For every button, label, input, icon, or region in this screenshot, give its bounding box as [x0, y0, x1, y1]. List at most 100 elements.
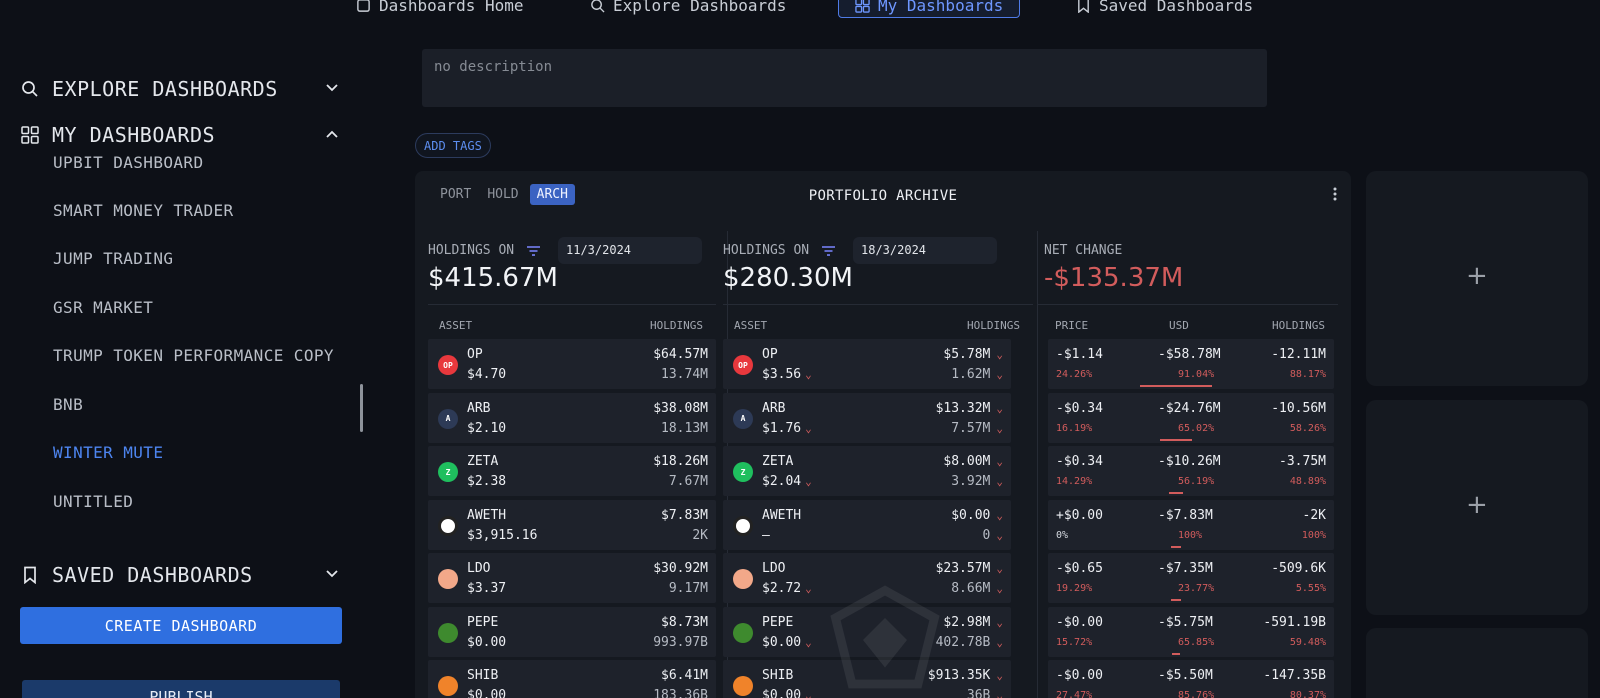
asset-symbol: OP [467, 347, 483, 362]
net-change-row[interactable]: -$0.34 14.29% -$10.26M 56.19% -3.75M 48.89% [1048, 446, 1334, 496]
net-change-row[interactable]: -$0.00 15.72% -$5.75M 65.85% -591.19B 59.48% [1048, 606, 1334, 657]
holdings-total-2: $280.30M [723, 263, 853, 293]
tab-explore-dashboards[interactable]: Explore Dashboards [590, 0, 786, 18]
net-usd-bar [1172, 652, 1180, 655]
asset-row[interactable]: A ARB $1.76 ⌄ $13.32M ⌄ 7.57M ⌄ [723, 392, 1011, 443]
holding-amount: 2K [692, 527, 708, 543]
filter-icon[interactable] [821, 245, 836, 257]
tab-saved-dashboards[interactable]: Saved Dashboards [1076, 0, 1253, 18]
asset-row[interactable]: AWETH $3,915.16 $7.83M 2K [428, 499, 716, 550]
chevron-down-icon: ⌄ [996, 635, 1003, 649]
date-input-1[interactable]: 11/3/2024 [558, 237, 702, 264]
sidebar-item-bnb[interactable]: BNB [53, 395, 84, 414]
token-icon-ldo [438, 569, 458, 589]
net-holdings-pct: 80.37% [1289, 690, 1326, 698]
net-usd: -$58.78M [1158, 347, 1221, 362]
add-widget-card[interactable] [1366, 628, 1588, 698]
net-price-pct: 15.72% [1056, 636, 1093, 648]
chevron-down-icon: ⌄ [996, 508, 1003, 522]
asset-row[interactable]: SHIB $0.00 ⌄ $913.35K ⌄ 36B ⌄ [723, 660, 1011, 698]
add-widget-card[interactable]: + [1366, 171, 1588, 386]
description-field[interactable]: no description [422, 49, 1267, 107]
net-usd-bar [1170, 545, 1182, 548]
tab-my-dashboards[interactable]: My Dashboards [838, 0, 1021, 18]
holding-usd: $30.92M [653, 561, 708, 576]
asset-row[interactable]: SHIB $0.00 $6.41M 183.36B [428, 660, 716, 698]
holding-amount-value: 402.78B [935, 634, 991, 650]
chevron-down-icon: ⌄ [996, 689, 1003, 698]
net-holdings: -12.11M [1271, 347, 1326, 362]
holding-usd: $2.98M ⌄ [943, 615, 1003, 630]
asset-symbol: SHIB [467, 668, 499, 683]
sidebar-scrollbar[interactable] [360, 384, 363, 432]
net-price: -$0.65 [1056, 561, 1103, 576]
net-change-row[interactable]: -$0.65 19.29% -$7.35M 23.77% -509.6K 5.55% [1048, 553, 1334, 603]
more-options-icon[interactable] [1333, 187, 1337, 201]
tab-dashboards-home[interactable]: Dashboards Home [356, 0, 524, 18]
net-change-row[interactable]: -$0.34 16.19% -$24.76M 65.02% -10.56M 58.26% [1048, 392, 1334, 443]
asset-price: $2.04 ⌄ [762, 474, 812, 489]
asset-row[interactable]: AWETH — $0.00 ⌄ 0 ⌄ [723, 499, 1011, 550]
net-usd-pct: 100% [1178, 529, 1203, 541]
saved-dashboards-section[interactable]: SAVED DASHBOARDS [20, 560, 340, 590]
my-dashboards-section[interactable]: MY DASHBOARDS [20, 120, 340, 150]
chevron-down-icon: ⌄ [805, 689, 812, 698]
token-icon-arb: A [733, 408, 753, 429]
tab-hold[interactable]: HOLD [487, 187, 519, 202]
net-holdings: -3.75M [1279, 454, 1326, 469]
sidebar-item-winter-mute[interactable]: WINTER MUTE [53, 443, 164, 462]
explore-dashboards-section[interactable]: EXPLORE DASHBOARDS [20, 74, 340, 104]
token-icon-pepe [438, 622, 458, 643]
create-dashboard-button[interactable]: CREATE DASHBOARD [20, 607, 342, 644]
token-icon-zeta: Z [733, 462, 753, 482]
sidebar-item-trump-token[interactable]: TRUMP TOKEN PERFORMANCE COPY [53, 346, 334, 365]
tab-port[interactable]: PORT [440, 187, 472, 202]
asset-symbol: AWETH [467, 507, 507, 523]
asset-row[interactable]: A ARB $2.10 $38.08M 18.13M [428, 392, 716, 443]
net-change-row[interactable]: -$0.00 27.47% -$5.50M 85.76% -147.35B 80.37% [1048, 660, 1334, 698]
chevron-up-icon[interactable] [324, 126, 340, 142]
tab-arch[interactable]: ARCH [529, 184, 575, 205]
net-usd-pct: 65.02% [1178, 422, 1215, 434]
sidebar-item-upbit-dashboard[interactable]: UPBIT DASHBOARD [53, 153, 204, 172]
sidebar-item-smart-money-trader[interactable]: SMART MONEY TRADER [53, 201, 234, 220]
chevron-down-icon[interactable] [324, 80, 340, 96]
add-widget-card[interactable]: + [1366, 400, 1588, 615]
net-usd-pct: 56.19% [1178, 476, 1215, 487]
holding-usd: $18.26M [653, 454, 708, 469]
sidebar-item-jump-trading[interactable]: JUMP TRADING [53, 249, 174, 268]
asset-row[interactable]: PEPE $0.00 $8.73M 993.97B [428, 606, 716, 657]
section-label: MY DASHBOARDS [52, 123, 216, 147]
th-holdings: HOLDINGS [1272, 319, 1325, 332]
net-change-column: NET CHANGE -$135.37M PRICE USD HOLDINGS … [1038, 231, 1338, 698]
asset-symbol: PEPE [762, 614, 794, 630]
asset-price: $3,915.16 [467, 527, 538, 543]
portfolio-archive-card: PORT HOLD ARCH PORTFOLIO ARCHIVE HOLDING… [415, 171, 1351, 698]
net-price-pct: 24.26% [1056, 369, 1093, 380]
holding-usd-value: $5.78M [943, 347, 991, 362]
date-input-2[interactable]: 18/3/2024 [853, 237, 997, 264]
token-icon-op: OP [733, 355, 753, 375]
asset-row[interactable]: Z ZETA $2.04 ⌄ $8.00M ⌄ 3.92M ⌄ [723, 446, 1011, 496]
grid-icon [20, 125, 40, 145]
net-change-row[interactable]: +$0.00 0% -$7.83M 100% -2K 100% [1048, 499, 1334, 550]
asset-row[interactable]: OP OP $4.70 $64.57M 13.74M [428, 339, 716, 389]
asset-row[interactable]: Z ZETA $2.38 $18.26M 7.67M [428, 446, 716, 496]
sidebar-item-untitled[interactable]: UNTITLED [53, 492, 134, 511]
asset-row[interactable]: LDO $3.37 $30.92M 9.17M [428, 553, 716, 603]
filter-icon[interactable] [526, 245, 541, 257]
net-holdings: -147.35B [1263, 668, 1326, 683]
my-dashboards-list: UPBIT DASHBOARD SMART MONEY TRADER JUMP … [0, 150, 360, 520]
asset-row[interactable]: PEPE $0.00 ⌄ $2.98M ⌄ 402.78B ⌄ [723, 606, 1011, 657]
asset-row[interactable]: LDO $2.72 ⌄ $23.57M ⌄ 8.66M ⌄ [723, 553, 1011, 603]
asset-row[interactable]: OP OP $3.56 ⌄ $5.78M ⌄ 1.62M ⌄ [723, 339, 1011, 389]
sidebar-item-gsr-market[interactable]: GSR MARKET [53, 298, 154, 317]
token-icon-op: OP [438, 355, 458, 375]
net-change-row[interactable]: -$1.14 24.26% -$58.78M 91.04% -12.11M 88.17% [1048, 339, 1334, 389]
add-tags-button[interactable]: ADD TAGS [415, 133, 491, 158]
net-holdings-pct: 5.55% [1295, 583, 1326, 594]
net-usd-pct: 65.85% [1178, 636, 1215, 648]
chevron-down-icon[interactable] [324, 566, 340, 582]
publish-button[interactable]: PUBLISH [22, 680, 340, 698]
net-change-label: NET CHANGE [1044, 243, 1123, 258]
